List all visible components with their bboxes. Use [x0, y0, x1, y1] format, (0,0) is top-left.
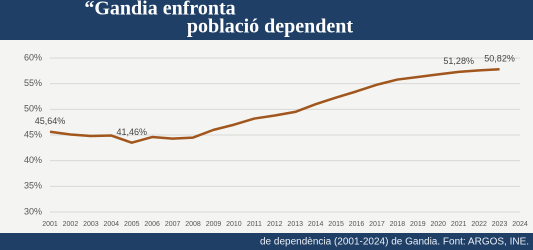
x-tick-label: 2018	[390, 221, 406, 228]
x-tick-label: 2005	[124, 221, 140, 228]
x-tick-label: 2010	[226, 221, 242, 228]
y-tick-label: 30%	[24, 206, 42, 216]
x-tick-label: 2003	[83, 221, 99, 228]
x-tick-label: 2023	[492, 221, 508, 228]
footer-source: de dependència (2001-2024) de Gandia. Fo…	[260, 237, 529, 248]
y-tick-label: 60%	[24, 52, 42, 62]
x-tick-label: 2004	[104, 221, 120, 228]
chart: “Gandia enfronta població dependent de d…	[0, 0, 533, 250]
x-tick-label: 2012	[267, 221, 283, 228]
x-tick-label: 2013	[287, 221, 303, 228]
annotation: 45,64%	[35, 116, 66, 126]
x-tick-label: 2006	[144, 221, 160, 228]
chart-title: població dependent	[187, 16, 353, 38]
annotation: 41,46%	[116, 127, 147, 137]
x-tick-label: 2008	[185, 221, 201, 228]
y-tick-label: 40%	[24, 155, 42, 165]
x-tick-label: 2022	[471, 221, 487, 228]
x-tick-label: 2021	[451, 221, 467, 228]
x-tick-label: 2015	[328, 221, 344, 228]
x-tick-label: 2019	[410, 221, 426, 228]
x-tick-label: 2024	[512, 221, 528, 228]
annotation: 50,82%	[484, 54, 515, 64]
annotation: 51,28%	[443, 56, 474, 66]
y-tick-label: 50%	[24, 104, 42, 114]
x-tick-label: 2014	[308, 221, 324, 228]
x-tick-label: 2009	[206, 221, 222, 228]
y-tick-label: 55%	[24, 78, 42, 88]
x-tick-label: 2001	[42, 221, 58, 228]
x-tick-label: 2016	[349, 221, 365, 228]
x-tick-label: 2020	[430, 221, 446, 228]
x-tick-label: 2007	[165, 221, 181, 228]
x-tick-label: 2017	[369, 221, 385, 228]
x-tick-label: 2002	[63, 221, 79, 228]
y-tick-label: 45%	[24, 129, 42, 139]
x-tick-label: 2011	[247, 221, 262, 228]
y-tick-label: 35%	[24, 181, 42, 191]
